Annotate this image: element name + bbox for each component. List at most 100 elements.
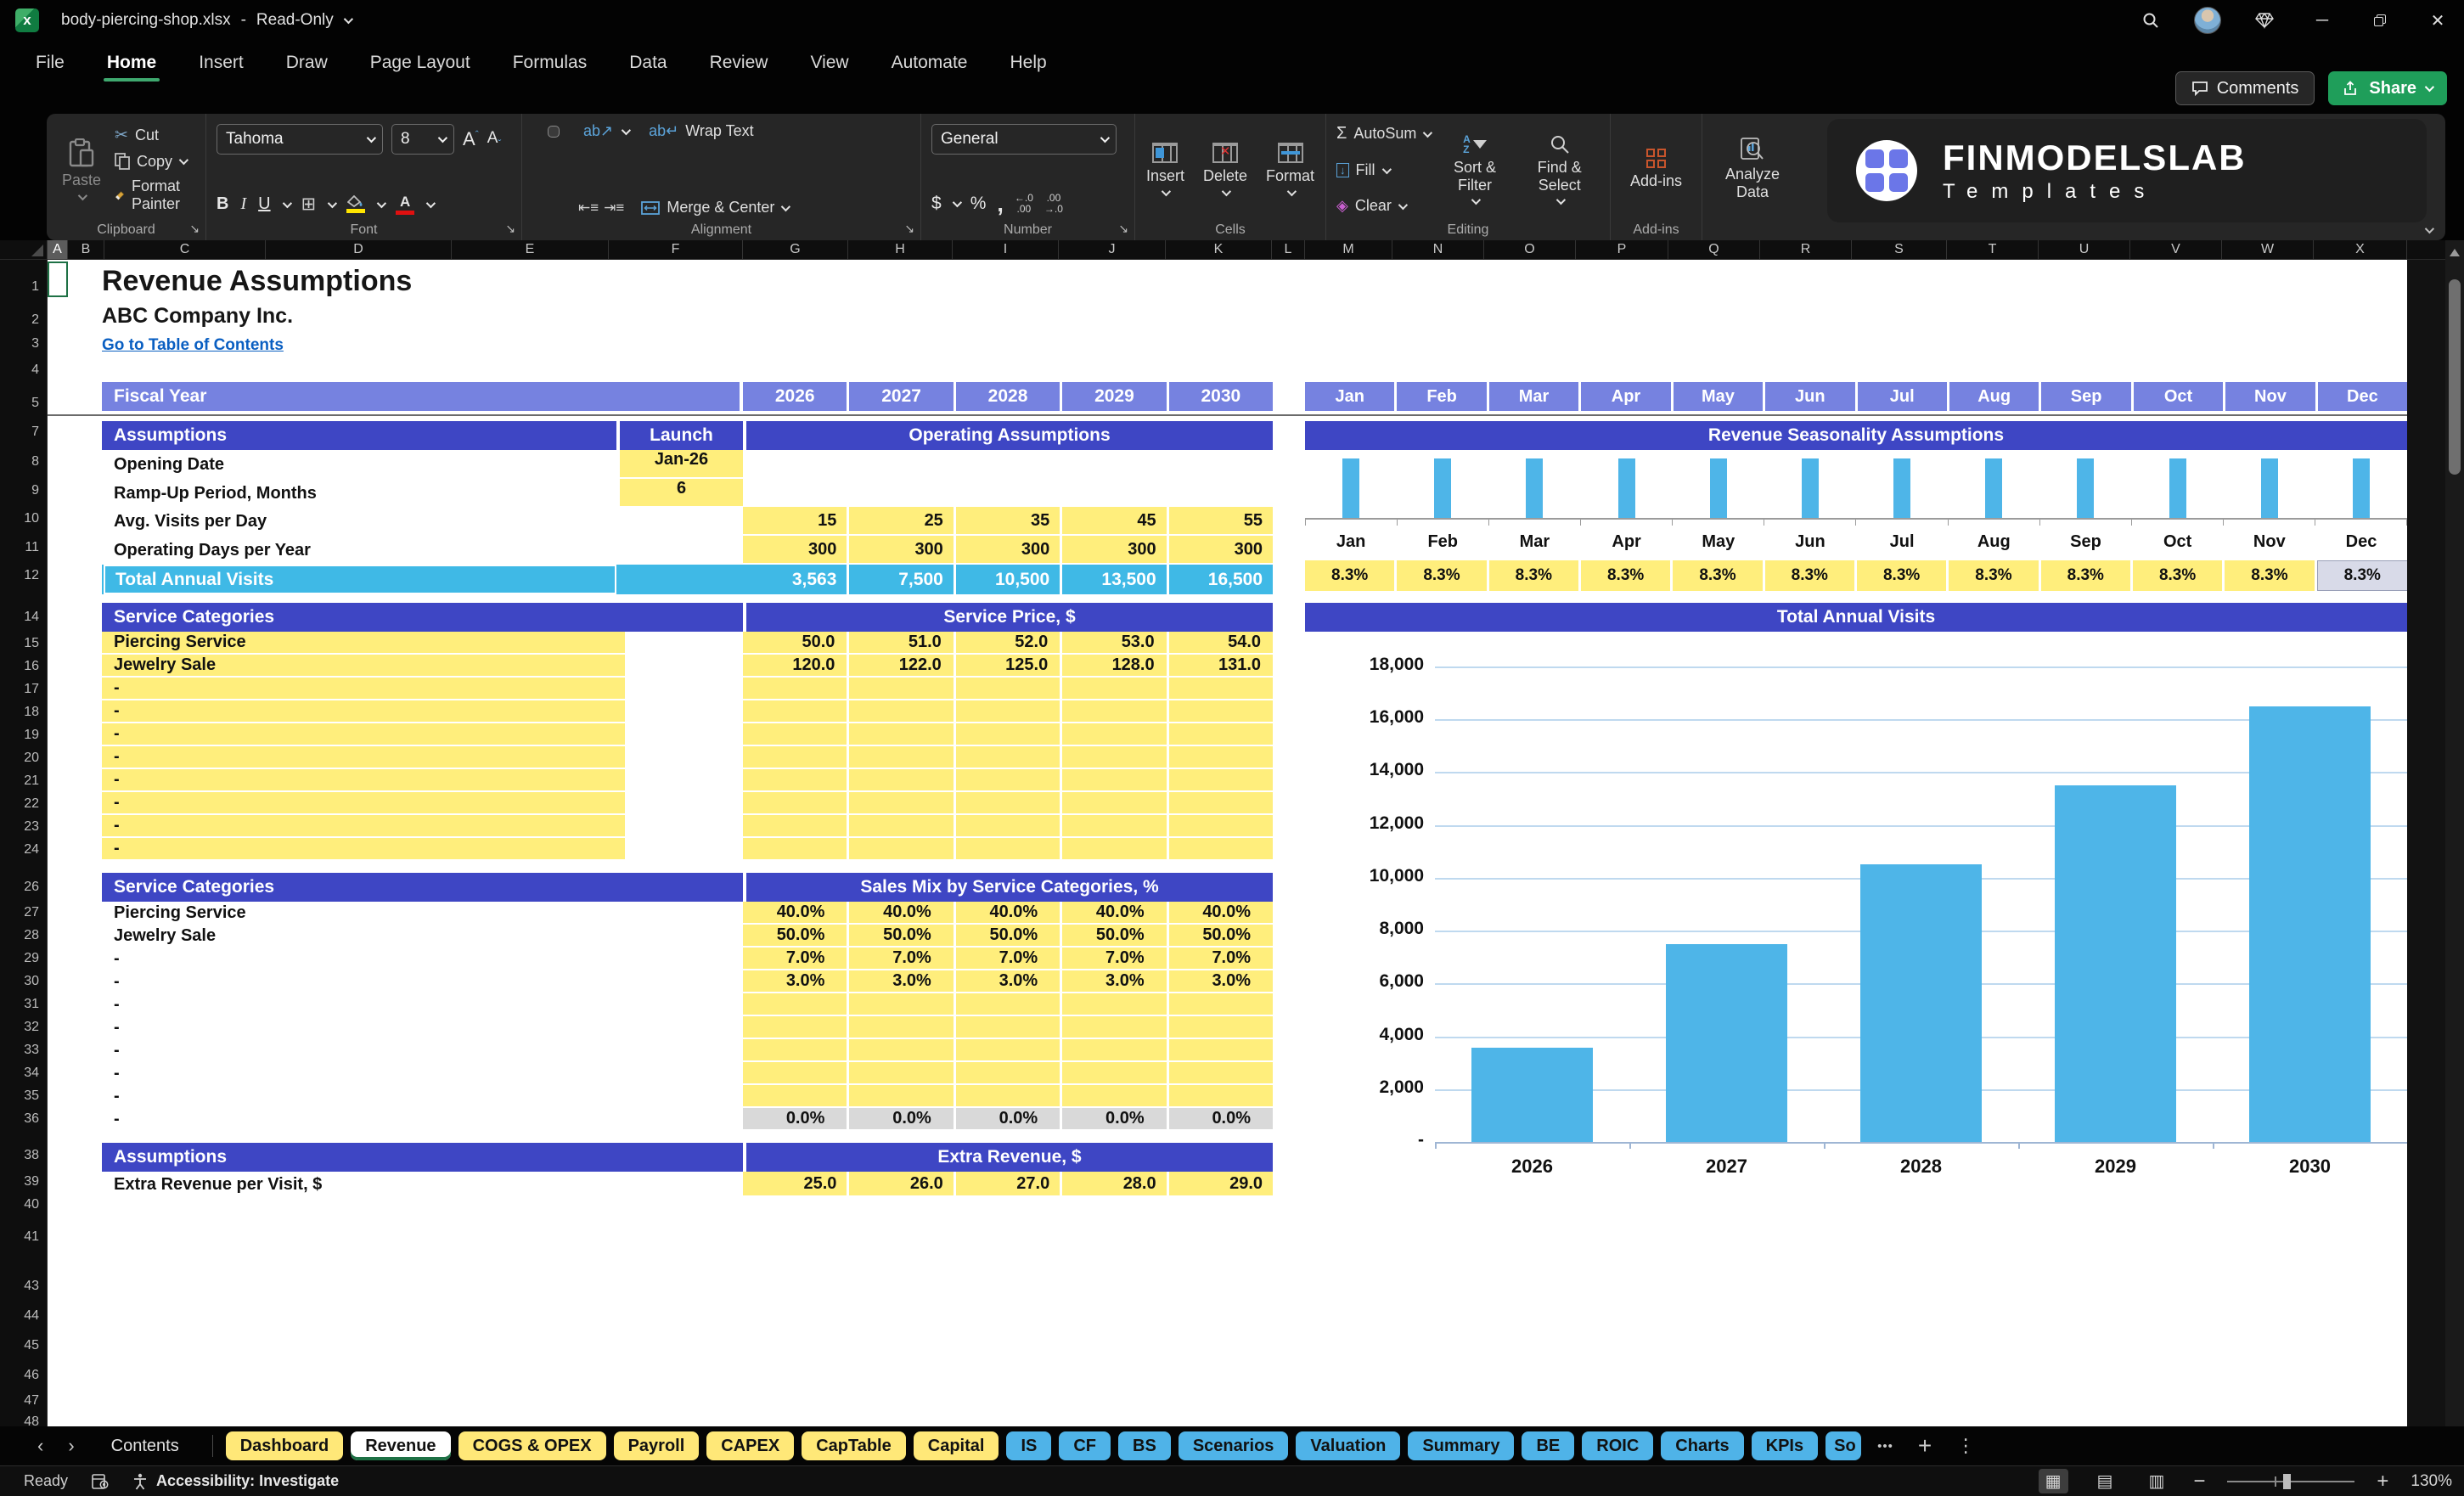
mix-row-value-cell[interactable]: 7.0% <box>849 948 956 970</box>
column-header-K[interactable]: K <box>1166 240 1272 259</box>
seasonality-value-cell[interactable]: 8.3% <box>2132 560 2225 591</box>
tab-cf[interactable]: CF <box>1059 1431 1111 1460</box>
font-color-button[interactable]: A <box>396 194 415 215</box>
merge-center-button[interactable]: Merge & Center <box>641 199 791 217</box>
extra-row-value-cell[interactable]: 26.0 <box>849 1172 956 1197</box>
price-row-value-cell[interactable] <box>849 678 956 700</box>
tabs-next-button[interactable]: › <box>68 1435 75 1456</box>
month-cell[interactable]: Jul <box>1857 382 1949 411</box>
price-row-value-cell[interactable]: 122.0 <box>849 655 956 678</box>
month-cell[interactable]: Nov <box>2225 382 2318 411</box>
mix-row-value-cell[interactable] <box>1062 1062 1169 1085</box>
active-cell-selection[interactable] <box>48 262 68 297</box>
column-header-R[interactable]: R <box>1760 240 1852 259</box>
price-row-value-cell[interactable] <box>1062 815 1169 838</box>
price-row-value-cell[interactable]: 52.0 <box>955 632 1063 655</box>
number-format-combo[interactable]: General <box>931 124 1117 155</box>
extra-row-label[interactable]: Extra Revenue per Visit, $ <box>114 1174 323 1194</box>
mix-row-value-cell[interactable]: 3.0% <box>1168 970 1274 993</box>
price-row-value-cell[interactable] <box>1168 700 1274 723</box>
op-value-cell[interactable]: 15 <box>743 507 850 536</box>
month-cell[interactable]: May <box>1673 382 1766 411</box>
menu-file[interactable]: File <box>36 53 65 72</box>
mix-row-value-cell[interactable]: 3.0% <box>1062 970 1169 993</box>
op-value-cell[interactable]: 300 <box>849 536 956 565</box>
extra-row-value-cell[interactable]: 27.0 <box>955 1172 1063 1197</box>
mix-row-value-cell[interactable]: 3.0% <box>743 970 850 993</box>
price-row-label[interactable]: - <box>102 792 625 815</box>
price-row-value-cell[interactable] <box>849 792 956 815</box>
tab-revenue-active[interactable]: Revenue <box>351 1431 451 1460</box>
year-cell[interactable]: 2026 <box>743 382 850 411</box>
column-header-N[interactable]: N <box>1392 240 1484 259</box>
tab-kpis[interactable]: KPIs <box>1751 1431 1819 1460</box>
row-header-21[interactable]: 21 <box>24 773 39 788</box>
total-value-cell[interactable]: 3,563 <box>743 565 850 594</box>
format-cells-button[interactable]: Format <box>1261 122 1319 217</box>
year-cell[interactable]: 2030 <box>1168 382 1274 411</box>
row-header-8[interactable]: 8 <box>31 454 39 469</box>
column-header-Q[interactable]: Q <box>1668 240 1760 259</box>
row-header-26[interactable]: 26 <box>24 880 39 894</box>
fill-color-button[interactable] <box>346 195 366 213</box>
price-row-value-cell[interactable] <box>849 769 956 792</box>
price-row-value-cell[interactable] <box>1168 723 1274 746</box>
tab-options-button[interactable]: ⋮ <box>1956 1435 1976 1456</box>
addins-button[interactable]: Add-ins <box>1625 122 1687 217</box>
total-value-cell[interactable]: 16,500 <box>1207 569 1263 589</box>
launch-header[interactable]: Launch <box>620 421 743 450</box>
row-header-7[interactable]: 7 <box>31 425 39 439</box>
price-row-value-cell[interactable]: 125.0 <box>955 655 1063 678</box>
more-tabs-button[interactable]: ••• <box>1877 1438 1893 1454</box>
row-header-23[interactable]: 23 <box>24 819 39 834</box>
price-row-value-cell[interactable] <box>1168 678 1274 700</box>
price-row-value-cell[interactable]: 128.0 <box>1062 655 1169 678</box>
price-row-value-cell[interactable] <box>955 700 1063 723</box>
month-cell[interactable]: Jun <box>1765 382 1858 411</box>
page-break-view-button[interactable]: ▥ <box>2148 1472 2165 1491</box>
align-top-button[interactable] <box>532 127 543 137</box>
price-row-label[interactable]: - <box>102 678 625 700</box>
column-header-D[interactable]: D <box>266 240 452 259</box>
tab-charts[interactable]: Charts <box>1661 1431 1744 1460</box>
column-header-W[interactable]: W <box>2222 240 2314 259</box>
mix-row-value-cell[interactable]: 50.0% <box>743 925 850 948</box>
year-cell[interactable]: 2029 <box>1062 382 1169 411</box>
decrease-decimal-button[interactable]: .00 →.0 <box>1044 191 1063 215</box>
mix-row-label[interactable]: - <box>114 972 120 991</box>
menu-view[interactable]: View <box>810 53 849 72</box>
row-header-18[interactable]: 18 <box>24 705 39 719</box>
mix-row-value-cell[interactable] <box>743 1062 850 1085</box>
mix-row-value-cell[interactable]: 0.0% <box>955 1108 1063 1131</box>
mix-row-value-cell[interactable] <box>1062 993 1169 1016</box>
tab-scenarios[interactable]: Scenarios <box>1178 1431 1289 1460</box>
launch-cell[interactable] <box>620 536 743 565</box>
price-row-label[interactable]: - <box>102 838 625 861</box>
extra-assumptions-header[interactable]: Assumptions <box>102 1143 743 1172</box>
price-row-value-cell[interactable] <box>955 746 1063 769</box>
seasonality-header[interactable]: Revenue Seasonality Assumptions <box>1305 421 2407 450</box>
fill-button[interactable]: ↓ Fill <box>1336 161 1430 179</box>
mix-row-value-cell[interactable] <box>849 1062 956 1085</box>
font-color-chevron-icon[interactable] <box>425 198 436 208</box>
mix-row-value-cell[interactable]: 50.0% <box>849 925 956 948</box>
tab-captable[interactable]: CapTable <box>802 1431 906 1460</box>
mix-row-value-cell[interactable] <box>849 1085 956 1108</box>
price-row-value-cell[interactable] <box>1168 792 1274 815</box>
mix-row-value-cell[interactable] <box>849 1016 956 1039</box>
price-row-value-cell[interactable] <box>1062 769 1169 792</box>
tab-capex[interactable]: CAPEX <box>706 1431 795 1460</box>
menu-insert[interactable]: Insert <box>199 53 244 72</box>
seasonality-value-cell[interactable]: 8.3% <box>1397 560 1489 591</box>
extra-revenue-header[interactable]: Extra Revenue, $ <box>746 1143 1273 1172</box>
mix-row-value-cell[interactable]: 50.0% <box>1062 925 1169 948</box>
insert-cells-button[interactable]: Insert <box>1141 122 1190 217</box>
column-header-B[interactable]: B <box>68 240 104 259</box>
mix-row-value-cell[interactable]: 40.0% <box>743 902 850 925</box>
tab-dashboard[interactable]: Dashboard <box>225 1431 344 1460</box>
mix-row-value-cell[interactable] <box>849 993 956 1016</box>
price-row-value-cell[interactable] <box>955 769 1063 792</box>
mix-row-value-cell[interactable] <box>1062 1016 1169 1039</box>
price-row-value-cell[interactable] <box>743 769 850 792</box>
row-header-22[interactable]: 22 <box>24 796 39 811</box>
